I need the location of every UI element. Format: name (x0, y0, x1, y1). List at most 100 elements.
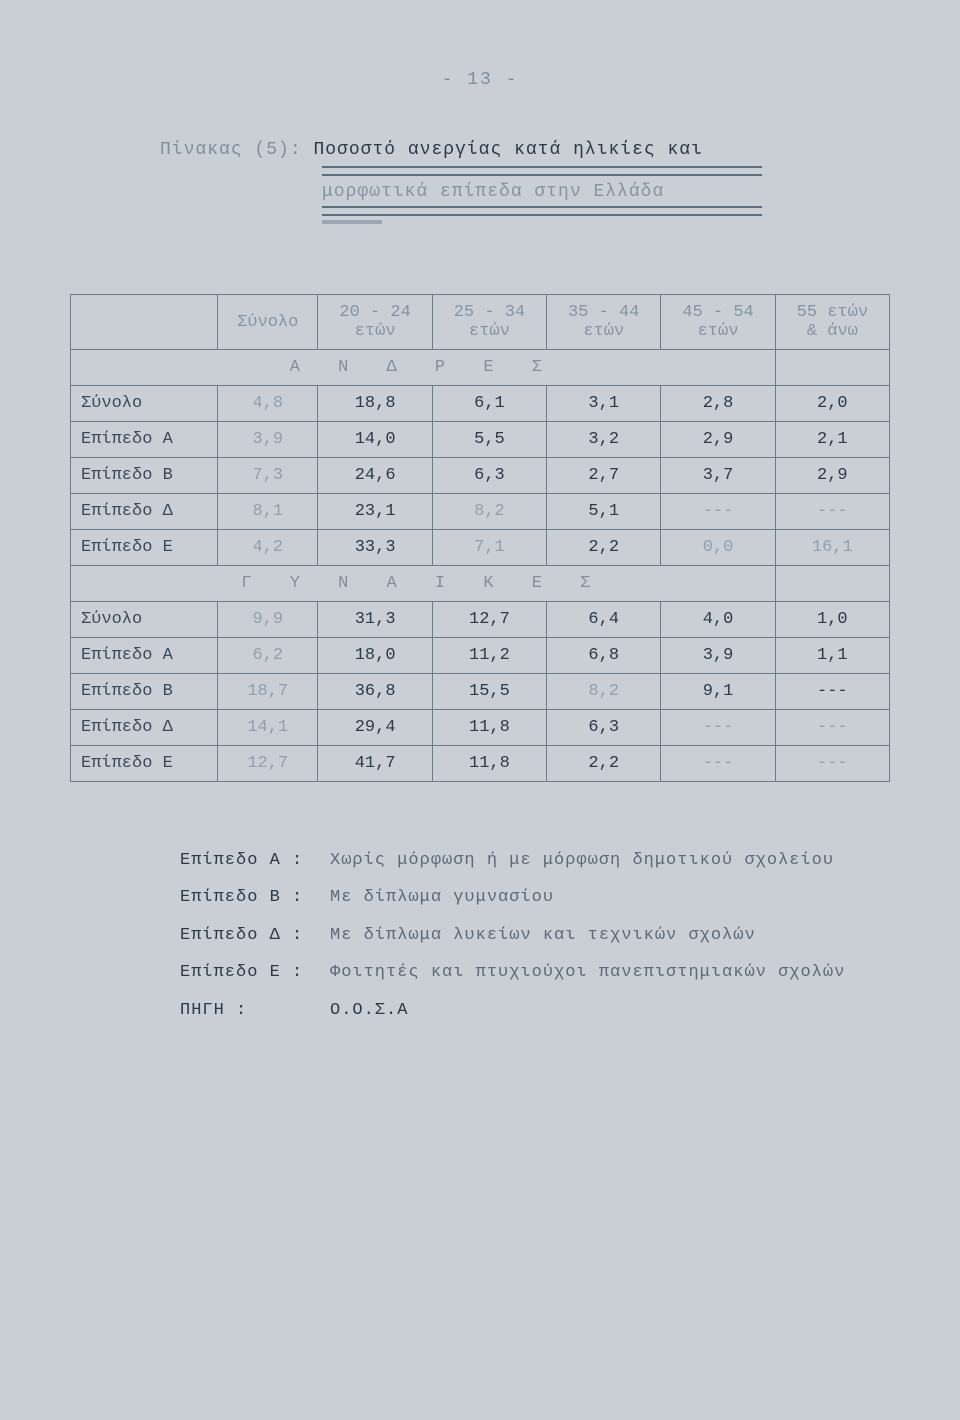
page: - 13 - Πίνακας (5): Ποσοστό ανεργίας κατ… (0, 0, 960, 1420)
table-row: Επίπεδο Α6,218,011,26,83,91,1 (71, 638, 890, 674)
data-cell: 2,2 (547, 746, 661, 782)
data-cell: 3,9 (218, 422, 318, 458)
data-cell: 2,1 (775, 422, 889, 458)
data-cell: 2,9 (661, 422, 775, 458)
data-cell: 3,1 (547, 386, 661, 422)
data-cell: 4,0 (661, 602, 775, 638)
title-subtitle: μορφωτικά επίπεδα στην Ελλάδα (322, 182, 900, 202)
section-header-row: Γ Υ Ν Α Ι Κ Ε Σ (71, 566, 890, 602)
data-cell: 8,2 (432, 494, 546, 530)
data-cell: --- (661, 710, 775, 746)
legend: Επίπεδο Α :Χωρίς μόρφωση ή με μόρφωση δη… (180, 842, 900, 1029)
data-cell: 16,1 (775, 530, 889, 566)
data-cell: 18,7 (218, 674, 318, 710)
table-row: Επίπεδο Ε4,233,37,12,20,016,1 (71, 530, 890, 566)
table-row: Επίπεδο Β7,324,66,32,73,72,9 (71, 458, 890, 494)
title-rule-bottom (322, 206, 762, 216)
data-cell: 1,0 (775, 602, 889, 638)
data-cell: 8,2 (547, 674, 661, 710)
section-header-trailing (775, 350, 889, 386)
data-cell: --- (661, 746, 775, 782)
table-body: Α Ν Δ Ρ Ε ΣΣύνολο4,818,86,13,12,82,0Επίπ… (71, 350, 890, 782)
data-cell: 24,6 (318, 458, 432, 494)
row-label: Επίπεδο Β (71, 458, 218, 494)
data-cell: 9,1 (661, 674, 775, 710)
data-cell: 12,7 (432, 602, 546, 638)
table-row: Επίπεδο Δ8,123,18,25,1------ (71, 494, 890, 530)
section-header: Γ Υ Ν Α Ι Κ Ε Σ (71, 566, 776, 602)
data-cell: 1,1 (775, 638, 889, 674)
col-header-label (71, 295, 218, 350)
legend-d: Επίπεδο Δ :Με δίπλωμα λυκείων και τεχνικ… (180, 917, 900, 954)
row-label: Επίπεδο Α (71, 638, 218, 674)
data-cell: 2,0 (775, 386, 889, 422)
row-label: Σύνολο (71, 602, 218, 638)
legend-e: Επίπεδο Ε :Φοιτητές και πτυχιούχοι πανεπ… (180, 954, 900, 991)
title-rule-top (322, 166, 762, 176)
title-main: Ποσοστό ανεργίας κατά ηλικίες και (313, 140, 702, 160)
data-cell: 5,1 (547, 494, 661, 530)
col-header-25-34: 25 - 34ετών (432, 295, 546, 350)
data-cell: 23,1 (318, 494, 432, 530)
col-header-20-24: 20 - 24ετών (318, 295, 432, 350)
row-label: Επίπεδο Δ (71, 710, 218, 746)
col-header-45-54: 45 - 54ετών (661, 295, 775, 350)
data-cell: 6,1 (432, 386, 546, 422)
data-cell: 6,3 (547, 710, 661, 746)
data-cell: 2,7 (547, 458, 661, 494)
row-label: Σύνολο (71, 386, 218, 422)
data-cell: 0,0 (661, 530, 775, 566)
data-cell: 18,0 (318, 638, 432, 674)
data-cell: 6,3 (432, 458, 546, 494)
data-table: Σύνολο 20 - 24ετών 25 - 34ετών 35 - 44ετ… (70, 294, 890, 782)
page-number: - 13 - (60, 0, 900, 90)
header-row: Σύνολο 20 - 24ετών 25 - 34ετών 35 - 44ετ… (71, 295, 890, 350)
data-cell: 31,3 (318, 602, 432, 638)
row-label: Επίπεδο Ε (71, 746, 218, 782)
data-cell: 9,9 (218, 602, 318, 638)
row-label: Επίπεδο Ε (71, 530, 218, 566)
title-prefix: Πίνακας (5): (160, 140, 313, 160)
row-label: Επίπεδο Δ (71, 494, 218, 530)
data-cell: 12,7 (218, 746, 318, 782)
data-cell: 11,8 (432, 710, 546, 746)
data-cell: 11,2 (432, 638, 546, 674)
data-cell: 6,8 (547, 638, 661, 674)
table-row: Επίπεδο Δ14,129,411,86,3------ (71, 710, 890, 746)
table-row: Επίπεδο Ε12,741,711,82,2------ (71, 746, 890, 782)
data-cell: 29,4 (318, 710, 432, 746)
data-cell: 41,7 (318, 746, 432, 782)
table-row: Σύνολο9,931,312,76,44,01,0 (71, 602, 890, 638)
data-cell: 4,8 (218, 386, 318, 422)
table-row: Επίπεδο Β18,736,815,58,29,1--- (71, 674, 890, 710)
data-cell: 11,8 (432, 746, 546, 782)
data-cell: 33,3 (318, 530, 432, 566)
data-cell: 8,1 (218, 494, 318, 530)
data-cell: 5,5 (432, 422, 546, 458)
data-cell: 7,1 (432, 530, 546, 566)
legend-b: Επίπεδο Β :Με δίπλωμα γυμνασίου (180, 879, 900, 916)
data-cell: 2,2 (547, 530, 661, 566)
col-header-total: Σύνολο (218, 295, 318, 350)
data-cell: 4,2 (218, 530, 318, 566)
data-cell: --- (775, 710, 889, 746)
data-cell: 3,7 (661, 458, 775, 494)
data-cell: 3,2 (547, 422, 661, 458)
legend-source: ΠΗΓΗ :Ο.Ο.Σ.Α (180, 992, 900, 1029)
data-cell: 7,3 (218, 458, 318, 494)
data-cell: --- (661, 494, 775, 530)
data-cell: 36,8 (318, 674, 432, 710)
col-header-35-44: 35 - 44ετών (547, 295, 661, 350)
data-cell: 18,8 (318, 386, 432, 422)
title-block: Πίνακας (5): Ποσοστό ανεργίας κατά ηλικί… (160, 140, 900, 160)
data-cell: 14,1 (218, 710, 318, 746)
data-cell: --- (775, 674, 889, 710)
legend-a: Επίπεδο Α :Χωρίς μόρφωση ή με μόρφωση δη… (180, 842, 900, 879)
data-cell: 6,4 (547, 602, 661, 638)
data-cell: 14,0 (318, 422, 432, 458)
section-header-trailing (775, 566, 889, 602)
data-cell: 3,9 (661, 638, 775, 674)
data-cell: --- (775, 746, 889, 782)
section-header-row: Α Ν Δ Ρ Ε Σ (71, 350, 890, 386)
data-cell: 6,2 (218, 638, 318, 674)
